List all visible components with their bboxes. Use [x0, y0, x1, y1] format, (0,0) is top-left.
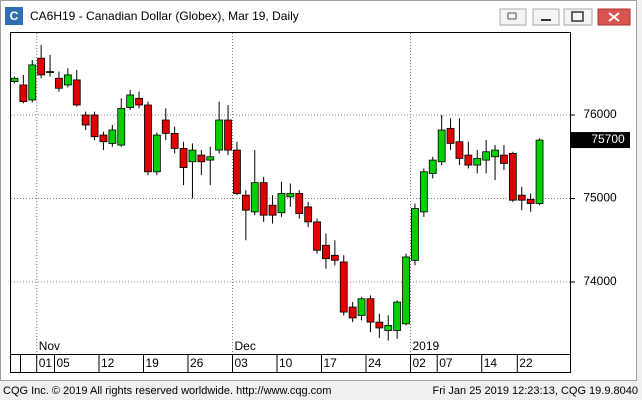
candle-body — [233, 149, 241, 194]
candle-body — [446, 127, 455, 144]
candle-body — [28, 64, 37, 101]
candle-body — [419, 171, 428, 213]
candle-body — [393, 301, 402, 331]
candle-body — [402, 256, 410, 325]
candle-body — [526, 198, 535, 204]
x-tick-label: 07 — [439, 356, 453, 370]
candle-body — [330, 254, 339, 261]
candle-body — [55, 77, 63, 89]
month-label: Dec — [235, 339, 256, 353]
candle-body — [322, 244, 330, 260]
candle-body — [63, 74, 72, 86]
candle-body — [126, 94, 135, 108]
candle-body — [206, 156, 215, 161]
candle-body — [46, 71, 54, 73]
candle-body — [259, 182, 268, 216]
chart-title: CA6H19 - Canadian Dollar (Globex), Mar 1… — [30, 9, 299, 23]
candle-body — [152, 134, 161, 173]
x-tick-label: 02 — [413, 356, 427, 370]
restore-icon — [571, 11, 584, 22]
candle-body — [179, 148, 188, 169]
x-tick-label: 03 — [235, 356, 249, 370]
x-tick-label: 10 — [279, 356, 293, 370]
candle-body — [37, 57, 46, 76]
candle-body — [250, 182, 259, 213]
candle-body — [135, 97, 143, 106]
candle-body — [10, 77, 19, 83]
candle-body — [161, 119, 170, 134]
candle-body — [500, 154, 508, 164]
link-button[interactable] — [499, 8, 527, 26]
candle-body — [277, 193, 286, 214]
candle-body — [144, 104, 152, 173]
candle-body — [170, 132, 179, 149]
scroll-box[interactable] — [10, 354, 21, 373]
candle-body — [375, 321, 384, 329]
candle-body — [508, 153, 517, 201]
x-tick-label: 14 — [484, 356, 498, 370]
minimize-button[interactable] — [532, 8, 560, 26]
x-tick-label: 01 — [39, 356, 53, 370]
last-price-label: 75700 — [591, 132, 625, 146]
candle-body — [366, 298, 375, 323]
candle-body — [117, 107, 126, 146]
candle-body — [286, 193, 295, 198]
price-axis — [571, 32, 630, 355]
candle-body — [411, 208, 419, 261]
month-label: 2019 — [413, 339, 440, 353]
candle-body — [72, 79, 81, 106]
candle-body — [99, 134, 108, 143]
candle-body — [482, 151, 491, 161]
timestamp: Fri Jan 25 2019 12:23:13, CQG 19.9.8040 — [433, 385, 638, 397]
y-tick-label: 76000 — [583, 107, 617, 121]
candle-body — [241, 194, 250, 211]
x-tick-label: 05 — [57, 356, 71, 370]
app-icon-letter: C — [10, 9, 19, 23]
candle-body — [215, 119, 224, 151]
link-icon — [507, 12, 517, 20]
candle-body — [108, 129, 117, 144]
app-icon — [5, 7, 23, 25]
x-tick-label: 17 — [324, 356, 338, 370]
candle-body — [455, 141, 464, 159]
x-tick-label: 12 — [101, 356, 115, 370]
y-tick-label: 75000 — [583, 191, 617, 205]
candle-body — [81, 114, 90, 126]
window-buttons — [499, 8, 631, 26]
candle-body — [437, 129, 446, 163]
candle-body — [473, 158, 482, 166]
footer — [0, 382, 642, 400]
close-icon — [608, 12, 620, 22]
candle-body — [517, 194, 526, 201]
candle-body — [464, 154, 473, 166]
month-label: Nov — [39, 339, 60, 353]
candle-body — [339, 261, 348, 313]
x-tick-label: 24 — [368, 356, 382, 370]
candle-body — [313, 221, 321, 251]
y-tick-label: 74000 — [583, 274, 617, 288]
candle-body — [188, 149, 197, 163]
x-tick-label: 26 — [190, 356, 204, 370]
candle-body — [224, 119, 232, 151]
candle-body — [535, 139, 544, 204]
candle-body — [197, 154, 206, 163]
last-price-box — [571, 132, 630, 149]
candle-body — [428, 159, 437, 174]
candle-body — [90, 114, 99, 138]
restore-button[interactable] — [563, 8, 593, 26]
x-tick-label: 22 — [519, 356, 533, 370]
candle-body — [295, 193, 304, 214]
candle-body — [19, 84, 28, 103]
copyright: CQG Inc. © 2019 All rights reserved worl… — [3, 385, 331, 397]
x-tick-label: 19 — [146, 356, 160, 370]
candle-body — [348, 306, 357, 319]
candle-body — [268, 204, 277, 216]
candle-body — [357, 298, 366, 316]
candle-body — [491, 149, 499, 158]
candle-body — [304, 206, 313, 223]
candle-body — [384, 325, 393, 331]
